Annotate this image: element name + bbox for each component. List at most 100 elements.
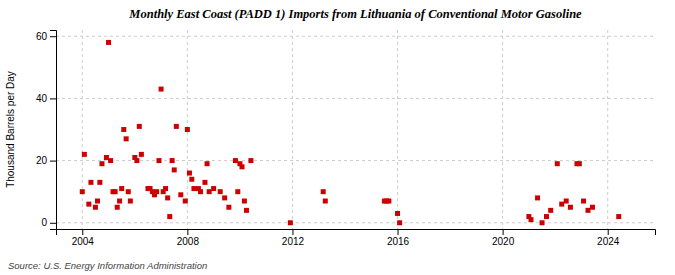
y-tick: 0 [41, 217, 56, 228]
y-tick: 60 [36, 31, 56, 42]
grid [56, 30, 655, 229]
point [581, 199, 586, 204]
point [88, 180, 93, 185]
x-tick-label: 2004 [72, 236, 95, 247]
x-grid-line [607, 30, 608, 229]
point [535, 195, 540, 200]
y-tick-mark [50, 98, 56, 99]
y-tick-label: 0 [41, 217, 47, 228]
point [616, 214, 621, 219]
x-tick-mark [187, 229, 188, 235]
points [80, 40, 621, 225]
chart: 2004 2008 2012 2016 2020 2024 0 20 40 60 Monthly E… [0, 0, 675, 275]
point [117, 199, 122, 204]
point [205, 161, 210, 166]
point [167, 214, 172, 219]
point [80, 189, 85, 194]
point [218, 189, 223, 194]
point [544, 214, 549, 219]
point [165, 195, 170, 200]
x-tick: 2004 [72, 229, 95, 247]
point [586, 208, 591, 213]
point [590, 205, 595, 210]
y-axis-title: Thousand Barrels per Day [5, 71, 16, 188]
y-tick-mark [50, 161, 56, 162]
point [395, 211, 400, 216]
point [244, 208, 249, 213]
point [93, 205, 98, 210]
x-tick: 2024 [597, 229, 620, 247]
y-axis: 0 20 40 60 [36, 31, 57, 230]
point [202, 180, 207, 185]
point [198, 189, 203, 194]
y-axis-line [50, 31, 57, 230]
point [86, 202, 91, 207]
point [124, 136, 129, 141]
point [139, 152, 144, 157]
x-grid-line [292, 30, 293, 229]
y-tick: 20 [36, 155, 56, 166]
point [577, 161, 582, 166]
x-axis: 2004 2008 2012 2016 2020 2024 [57, 229, 656, 247]
point [187, 171, 192, 176]
source-note: Source: U.S. Energy Information Administ… [8, 260, 207, 271]
x-tick: 2008 [177, 229, 200, 247]
point [178, 192, 183, 197]
point [128, 199, 133, 204]
point [159, 87, 164, 92]
point [242, 199, 247, 204]
x-grid-line [397, 30, 398, 229]
x-grid-line [82, 30, 83, 229]
y-grid-line [56, 36, 655, 37]
point [189, 177, 194, 182]
point [321, 189, 326, 194]
point [97, 180, 102, 185]
point [126, 189, 131, 194]
point [226, 205, 231, 210]
point [108, 158, 113, 163]
point [248, 158, 253, 163]
y-grid-line [56, 98, 655, 99]
point [172, 167, 177, 172]
x-tick-mark [398, 229, 399, 235]
point [119, 186, 124, 191]
x-grid-line [502, 30, 503, 229]
y-tick: 40 [36, 93, 56, 104]
point [185, 127, 190, 132]
x-tick-label: 2020 [492, 236, 515, 247]
plot-area: 2004 2008 2012 2016 2020 2024 0 20 40 60 [36, 30, 656, 247]
x-tick-label: 2012 [282, 236, 305, 247]
point [528, 217, 533, 222]
point [240, 164, 245, 169]
y-tick-label: 60 [36, 31, 48, 42]
point [163, 186, 168, 191]
point [323, 199, 328, 204]
point [137, 124, 142, 129]
point [115, 205, 120, 210]
point [134, 158, 139, 163]
x-tick: 2012 [282, 229, 305, 247]
point [82, 152, 87, 157]
point [121, 127, 126, 132]
point [99, 161, 104, 166]
point [386, 199, 391, 204]
point [183, 199, 188, 204]
point [211, 186, 216, 191]
x-tick-mark [608, 229, 609, 235]
point [222, 195, 227, 200]
y-tick-mark [50, 223, 56, 224]
x-tick: 2016 [387, 229, 410, 247]
point [540, 220, 545, 225]
title: Monthly East Coast (PADD 1) Imports from… [128, 7, 582, 21]
point [568, 205, 573, 210]
x-tick-label: 2024 [597, 236, 620, 247]
y-grid-line [56, 160, 655, 161]
x-tick-label: 2016 [387, 236, 410, 247]
x-tick-mark [82, 229, 83, 235]
y-tick-label: 20 [36, 155, 48, 166]
point [113, 189, 118, 194]
point [559, 202, 564, 207]
point [170, 158, 175, 163]
y-tick-label: 40 [36, 93, 48, 104]
x-axis-line [57, 230, 656, 236]
